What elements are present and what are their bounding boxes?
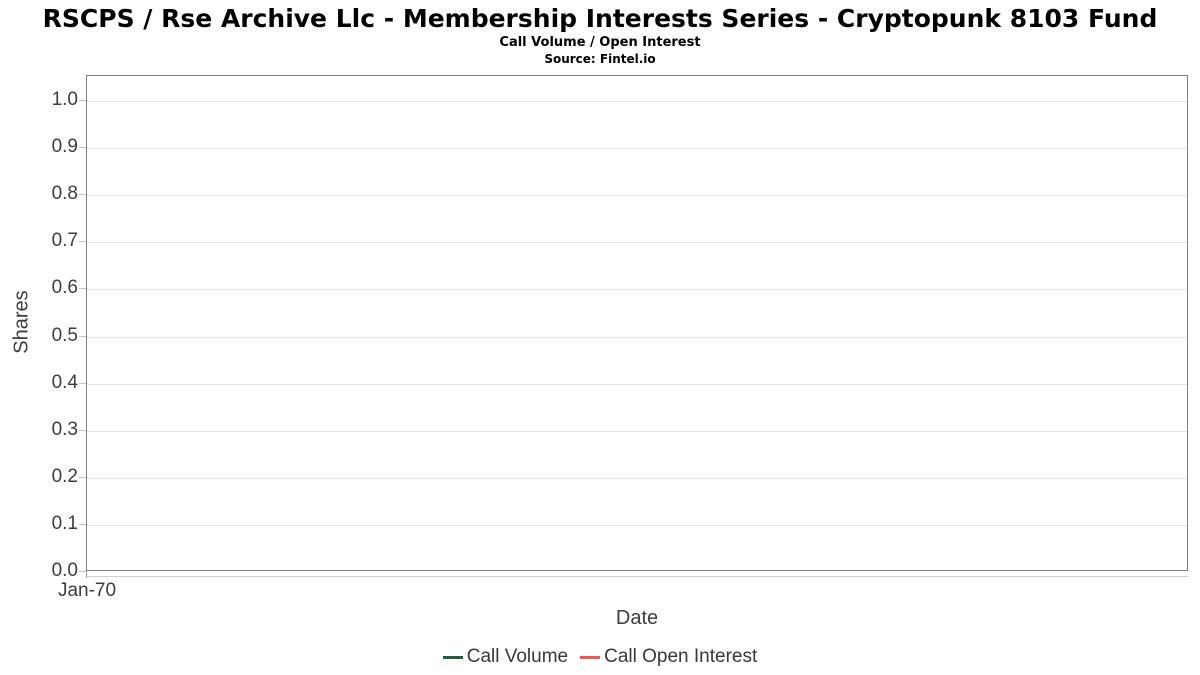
y-tick-label: 0.6 (51, 277, 78, 299)
y-tick-mark (79, 571, 86, 572)
y-tick-label: 0.9 (51, 136, 78, 158)
x-tick-label: Jan-70 (57, 580, 117, 601)
y-tick-label: 0.4 (51, 371, 78, 393)
gridline (87, 101, 1187, 102)
gridline (87, 383, 1187, 385)
legend: Call Volume Call Open Interest (0, 646, 1200, 668)
y-tick-label: 0.8 (51, 183, 78, 205)
y-tick-mark (79, 523, 86, 525)
chart-subtitle: Call Volume / Open Interest (499, 35, 701, 50)
x-axis-title: Date (615, 607, 659, 629)
source-attribution: Source: Fintel.io (544, 52, 656, 66)
y-tick-mark (79, 147, 86, 149)
y-tick-label: 0.7 (51, 230, 78, 252)
y-tick-label: 0.5 (51, 324, 78, 346)
gridline (87, 477, 1187, 479)
y-tick-mark (79, 100, 86, 101)
legend-label-call-open-interest: Call Open Interest (604, 646, 758, 667)
legend-item-call-open-interest[interactable]: Call Open Interest (580, 646, 757, 668)
gridline (87, 524, 1187, 526)
y-tick-label: 0.3 (51, 418, 78, 440)
y-tick-mark (79, 288, 86, 290)
y-tick-label: 1.0 (51, 89, 78, 110)
x-axis-line (86, 576, 1188, 577)
y-tick-mark (79, 429, 86, 431)
y-tick-mark (79, 335, 86, 337)
gridline (87, 195, 1187, 197)
x-axis-tick-mark (86, 571, 87, 578)
gridline (87, 242, 1187, 244)
call-volume-line-swatch (442, 655, 463, 659)
y-tick-mark (79, 476, 86, 478)
page-title: RSCPS / Rse Archive Llc - Membership Int… (42, 4, 1158, 33)
y-tick-label: 0.1 (51, 512, 78, 534)
legend-item-call-volume[interactable]: Call Volume (442, 646, 569, 668)
y-tick-mark (79, 382, 86, 384)
plot-area (86, 75, 1188, 571)
y-tick-label: 0.0 (51, 560, 78, 581)
gridline (87, 289, 1187, 291)
y-tick-mark (79, 194, 86, 196)
gridline (87, 148, 1187, 150)
gridline (87, 430, 1187, 432)
legend-label-call-volume: Call Volume (466, 646, 569, 667)
y-tick-label: 0.2 (51, 465, 78, 487)
gridline (87, 336, 1187, 338)
y-tick-mark (79, 241, 86, 243)
call-open-interest-line-swatch (580, 655, 601, 659)
